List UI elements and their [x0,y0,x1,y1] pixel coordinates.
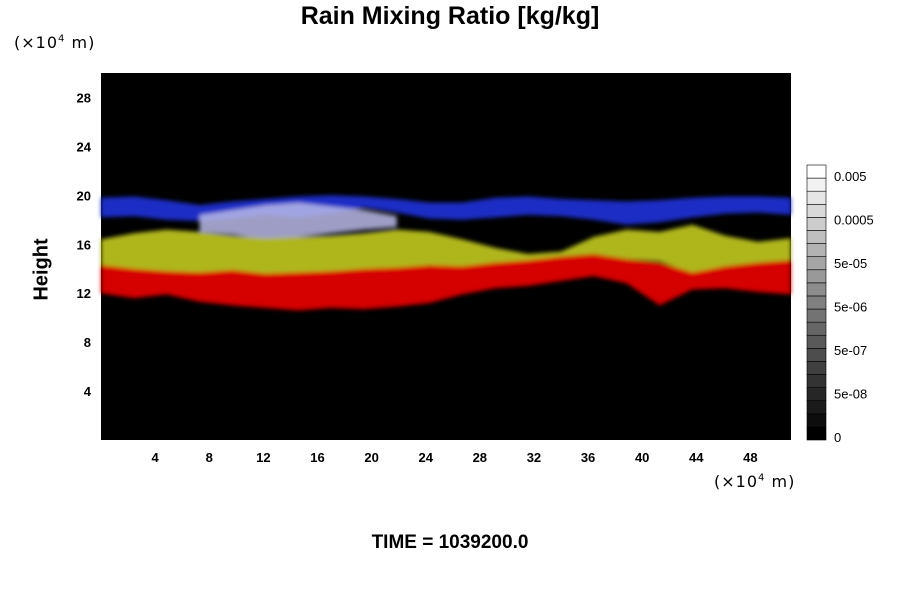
data-layers [101,195,791,311]
x-axis-unit: (×104 m) [714,472,796,491]
colorbar-level [806,203,827,218]
x-tick-label: 4 [152,450,160,465]
colorbar-level [806,400,827,415]
colorbar-tick-label: 0.0005 [834,213,874,228]
colorbar-level [806,164,827,179]
colorbar-tick-label: 5e-08 [834,387,867,402]
colorbar-level [806,269,827,284]
colorbar-level [806,308,827,323]
y-tick-label: 8 [84,335,91,350]
layer-lavender-band [199,202,397,240]
layer-yellow-band [101,224,791,275]
y-tick-label: 20 [77,188,91,203]
colorbar-tick-label: 5e-07 [834,343,867,358]
layer-red-band [101,254,791,311]
x-tick-label: 48 [743,450,757,465]
y-tick-label: 4 [84,384,92,399]
colorbar-level [806,295,827,310]
y-tick-label: 12 [77,286,91,301]
y-tick-label: 24 [77,139,92,154]
y-axis-ticks: 4 8 12 16 20 24 28 [77,90,92,399]
y-tick-label: 16 [77,237,91,252]
x-tick-label: 8 [206,450,213,465]
colorbar-level [806,387,827,402]
x-axis-ticks: 4 8 12 16 20 24 28 32 36 40 44 48 [152,434,758,465]
layer-blue-band [101,195,791,225]
colorbar-tick-label: 5e-06 [834,300,867,315]
colorbar-level [806,243,827,257]
colorbar-level [806,321,827,336]
colorbar-tick-label: 5e-05 [834,256,867,271]
x-tick-label: 32 [527,450,541,465]
colorbar-ticks: 0 5e-08 5e-07 5e-06 5e-05 0.0005 0.005 [834,169,874,445]
x-tick-label: 28 [473,450,487,465]
colorbar-level [806,348,827,362]
x-tick-label: 20 [364,450,378,465]
y-tick-label: 28 [77,90,91,105]
colorbar-level [806,282,827,297]
x-tick-label: 12 [256,450,270,465]
x-tick-label: 24 [418,450,433,465]
colorbar-level [806,413,827,428]
colorbar-level [806,190,827,205]
colorbar-level [806,361,827,375]
colorbar-level [806,230,827,244]
time-label: TIME = 1039200.0 [371,532,529,553]
colorbar-tick-label: 0 [834,430,841,445]
colorbar-tick-label: 0.005 [834,169,867,184]
chart-title: Rain Mixing Ratio [kg/kg] [300,2,600,30]
colorbar-level [806,426,827,441]
x-tick-label: 44 [689,450,704,465]
colorbar-level [806,217,827,231]
colorbar [806,164,827,441]
colorbar-level [806,374,827,388]
x-tick-label: 16 [310,450,324,465]
colorbar-level [806,177,827,192]
colorbar-level [806,334,827,349]
y-axis-unit: (×104 m) [14,33,96,52]
x-tick-label: 40 [635,450,649,465]
x-tick-label: 36 [581,450,595,465]
colorbar-level [806,256,827,271]
